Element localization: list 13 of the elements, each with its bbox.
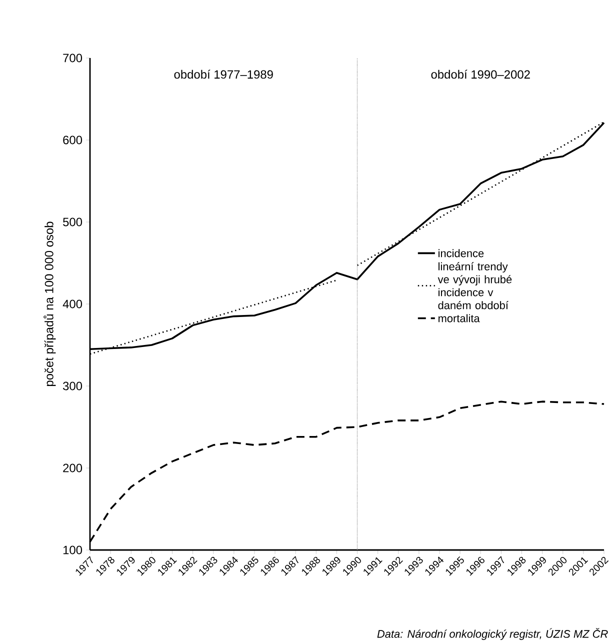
annotation: období 1977–1989 — [174, 70, 273, 79]
legend-label: incidence — [438, 249, 484, 258]
y-tick-label: 100 — [63, 546, 82, 554]
y-tick-label: 400 — [62, 300, 82, 308]
text: Data: Národní onkologický registr, ÚZIS MZ ČR — [377, 628, 608, 640]
y-tick-label: 300 — [63, 382, 82, 390]
y-tick-label: 500 — [63, 218, 82, 226]
legend-label: mortalita — [438, 314, 480, 322]
y-tick-label: 200 — [63, 464, 82, 472]
y-tick-label: 700 — [63, 54, 82, 62]
annotation: období 1990–2002 — [431, 70, 530, 79]
y-axis-title: počet případů na 100 000 osob — [44, 222, 56, 386]
y-tick-label: 600 — [63, 136, 82, 144]
